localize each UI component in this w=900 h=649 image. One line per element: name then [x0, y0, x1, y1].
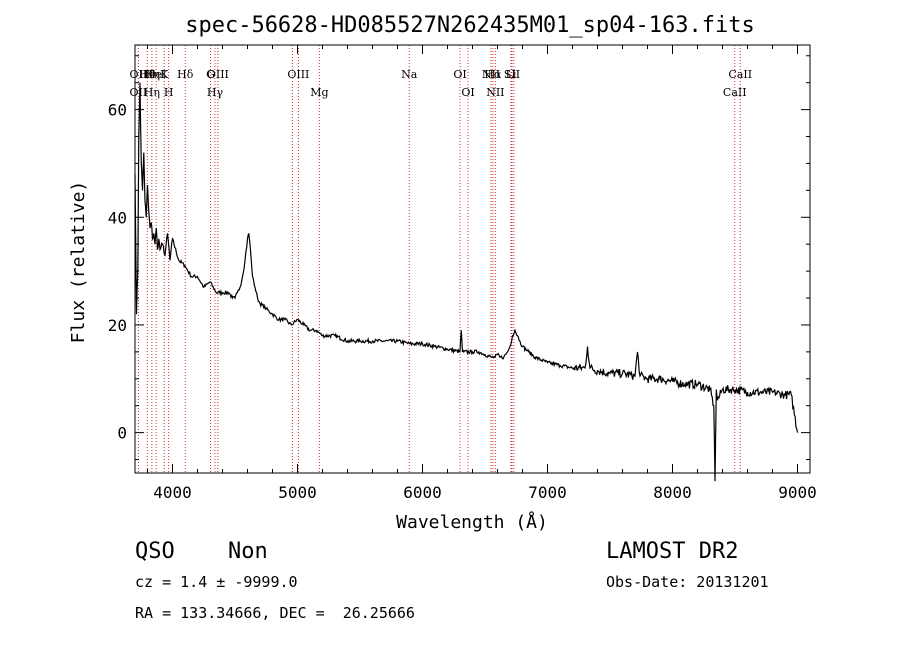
chart-title: spec-56628-HD085527N262435M01_sp04-163.f…	[185, 13, 755, 38]
object-subclass: Non	[228, 539, 268, 564]
redshift-text: cz = 1.4 ± -9999.0	[135, 573, 298, 591]
line-label-top: Hη	[144, 68, 160, 81]
line-label-top: OII	[130, 68, 148, 81]
x-axis-label: Wavelength (Å)	[396, 511, 548, 533]
line-label-top: Hα	[484, 68, 502, 81]
x-tick-label: 4000	[153, 483, 192, 502]
line-label-top: G	[206, 68, 215, 81]
y-tick-label: 0	[117, 424, 127, 443]
y-tick-label: 60	[108, 101, 127, 120]
line-label-top: SII	[504, 68, 520, 81]
y-tick-label: 40	[108, 208, 127, 227]
axes: 4000 5000 6000 7000 8000 9000 0 20 40 60	[108, 44, 817, 502]
line-label-top: Li	[506, 68, 517, 81]
spectrum-line	[134, 82, 799, 482]
x-tick-label: 6000	[403, 483, 442, 502]
line-label-top: Hθ	[139, 68, 156, 81]
line-label-top: Hδ	[177, 68, 194, 81]
line-label-bottom: OI	[461, 86, 474, 99]
coordinates: RA = 133.34666, DEC = 26.25666	[135, 604, 415, 622]
line-label-top: HeI	[146, 68, 166, 81]
x-tick-label: 8000	[653, 483, 692, 502]
x-tick-label: 7000	[528, 483, 567, 502]
line-label-bottom: NII	[486, 86, 504, 99]
line-label-top: OIII	[287, 68, 309, 81]
obs-date: Obs-Date: 20131201	[606, 573, 769, 591]
line-label-top: NII	[482, 68, 500, 81]
line-label-bottom: H	[164, 86, 174, 99]
line-label-bottom: CaII	[723, 86, 747, 99]
line-label-top: OI	[453, 68, 466, 81]
line-label-top: OIII	[207, 68, 229, 81]
line-label-bottom: Mg	[310, 86, 328, 99]
y-axis-label: Flux (relative)	[68, 181, 89, 344]
line-label-top: CaII	[728, 68, 752, 81]
line-label-bottom: Hγ	[207, 86, 224, 99]
plot-frame	[134, 44, 811, 474]
object-class: QSO	[135, 539, 175, 564]
line-label-bottom: Hη	[144, 86, 160, 99]
x-tick-label: 9000	[778, 483, 817, 502]
line-label-top: Na	[401, 68, 418, 81]
x-tick-label: 5000	[278, 483, 317, 502]
survey-name: LAMOST DR2	[606, 539, 739, 564]
line-label-bottom: OII	[130, 86, 148, 99]
line-label-top: K	[160, 68, 169, 81]
y-tick-label: 20	[108, 316, 127, 335]
